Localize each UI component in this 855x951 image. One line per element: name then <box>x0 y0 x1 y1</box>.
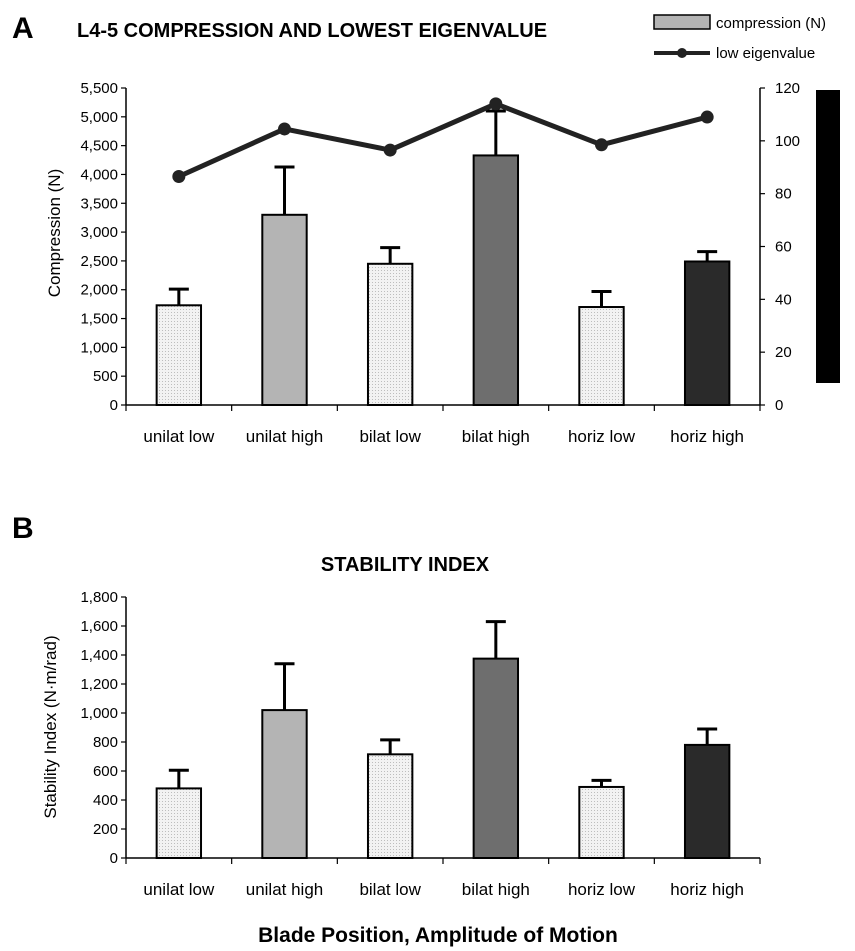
chart-b-ylabel: Stability Index (N·m/rad) <box>41 635 60 818</box>
chart-a-y2tick-label: 20 <box>775 344 792 361</box>
chart-b-ytick-label: 0 <box>110 850 118 867</box>
chart-a-y2tick-label: 100 <box>775 133 800 150</box>
chart-b-plot: 0 200 400 600 800 1,000 1,200 1,400 1,600 1,800 un… <box>80 589 761 899</box>
chart-a-ytick-label: 4,000 <box>80 166 118 183</box>
chart-a-ytick-label: 5,500 <box>80 80 118 97</box>
chart-b-bar <box>683 743 731 860</box>
chart-a-eigen-point <box>595 138 608 152</box>
chart-a-category-label: horiz low <box>568 427 636 446</box>
chart-a-title: L4-5 COMPRESSION AND LOWEST EIGENVALUE <box>77 20 547 42</box>
panel-a-letter: A <box>12 12 34 45</box>
panel-a: A L4-5 COMPRESSION AND LOWEST EIGENVALUE… <box>12 12 840 446</box>
chart-b-category-label: bilat low <box>359 880 421 899</box>
chart-b-bar <box>261 709 308 859</box>
chart-a-category-label: bilat high <box>462 427 530 446</box>
legend-compression-swatch <box>653 14 711 30</box>
chart-a-eigen-point <box>278 122 291 136</box>
chart-b-category-label: unilat low <box>143 880 215 899</box>
chart-a-eigen-line <box>177 101 708 179</box>
legend-compression-label: compression (N) <box>716 15 826 32</box>
chart-a-bar <box>578 306 625 407</box>
legend-eigen-marker <box>677 48 687 58</box>
chart-a-bar <box>155 304 203 406</box>
panel-b: B STABILITY INDEX Stability Index (N·m/r… <box>12 512 761 899</box>
chart-b-ytick-label: 400 <box>93 792 118 809</box>
chart-a-eigen-point <box>700 110 714 124</box>
chart-b-ytick-label: 600 <box>93 763 118 780</box>
chart-a-y2tick-label: 80 <box>775 186 792 203</box>
chart-a-ytick-label: 1,000 <box>80 339 118 356</box>
panel-b-letter: B <box>12 512 34 545</box>
chart-b-ytick-label: 1,600 <box>80 618 118 635</box>
chart-a-category-label: bilat low <box>359 427 421 446</box>
chart-b-bar <box>366 753 414 860</box>
chart-a-eigen-point <box>383 143 397 157</box>
legend-eigen-label: low eigenvalue <box>716 45 815 62</box>
chart-a-category-label: horiz high <box>670 427 744 446</box>
chart-a-ytick-label: 0 <box>110 397 118 414</box>
chart-a-y2tick-label: 40 <box>775 291 792 308</box>
chart-a-plot: 0 500 1,000 1,500 2,000 2,500 3,000 3,500 4,000 4… <box>80 80 800 446</box>
chart-a-ytick-label: 1,500 <box>80 311 118 328</box>
chart-b-ytick-label: 800 <box>93 734 118 751</box>
chart-a-ytick-label: 2,000 <box>80 282 118 299</box>
chart-a-category-label: unilat high <box>246 427 324 446</box>
chart-b-ytick-label: 200 <box>93 821 118 838</box>
chart-b-ytick-label: 1,200 <box>80 676 118 693</box>
chart-b-bar <box>578 785 625 860</box>
chart-b-bar <box>155 787 203 860</box>
chart-a-ytick-label: 500 <box>93 368 118 385</box>
chart-b-bar <box>472 657 520 859</box>
chart-a-category-label: unilat low <box>143 427 215 446</box>
chart-b-ytick-label: 1,400 <box>80 647 118 664</box>
chart-a-y2tick-label: 0 <box>775 397 783 414</box>
chart-a-bar <box>366 262 414 407</box>
chart-a-bar <box>261 213 308 406</box>
chart-a-bar <box>683 260 731 406</box>
chart-a-y2tick-label: 60 <box>775 239 792 256</box>
chart-a-ytick-label: 5,000 <box>80 109 118 126</box>
chart-a-ytick-label: 3,000 <box>80 224 118 241</box>
chart-b-category-label: horiz high <box>670 880 744 899</box>
chart-b-category-label: unilat high <box>246 880 324 899</box>
chart-b-ytick-label: 1,800 <box>80 589 118 606</box>
chart-a-ytick-label: 2,500 <box>80 253 118 270</box>
chart-a-legend: compression (N) low eigenvalue <box>653 14 826 62</box>
chart-a-ytick-label: 4,500 <box>80 138 118 155</box>
chart-b-title: STABILITY INDEX <box>321 554 490 576</box>
chart-b-category-label: horiz low <box>568 880 636 899</box>
chart-a-eigen-point <box>172 169 186 183</box>
chart-a-ylabel: Compression (N) <box>45 169 64 297</box>
chart-a-bar <box>472 154 520 406</box>
chart-b-category-label: bilat high <box>462 880 530 899</box>
edge-black-bar <box>816 90 840 383</box>
chart-a-eigen-point <box>489 97 503 111</box>
chart-b-ytick-label: 1,000 <box>80 705 118 722</box>
chart-a-ytick-label: 3,500 <box>80 195 118 212</box>
chart-a-y2tick-label: 120 <box>775 80 800 97</box>
shared-xlabel: Blade Position, Amplitude of Motion <box>258 924 618 947</box>
